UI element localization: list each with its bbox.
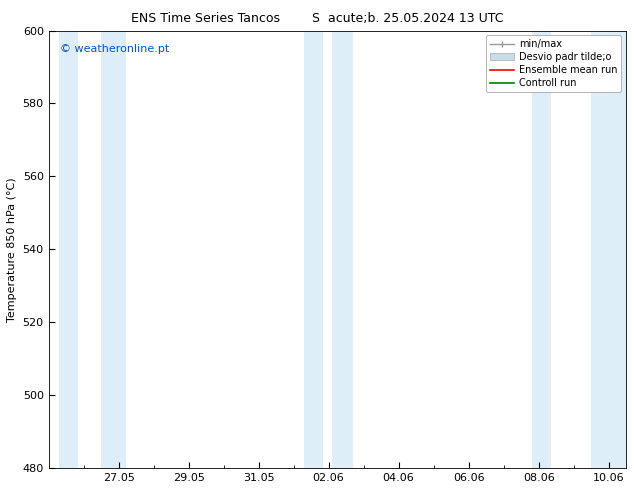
Bar [59, 30, 79, 468]
Bar [332, 30, 353, 468]
Bar [304, 30, 323, 468]
Text: © weatheronline.pt: © weatheronline.pt [60, 44, 169, 54]
Bar [532, 30, 551, 468]
Bar [101, 30, 126, 468]
Bar [591, 30, 626, 468]
Y-axis label: Temperature 850 hPa (°C): Temperature 850 hPa (°C) [7, 177, 17, 321]
Legend: min/max, Desvio padr tilde;o, Ensemble mean run, Controll run: min/max, Desvio padr tilde;o, Ensemble m… [486, 35, 621, 92]
Text: ENS Time Series Tancos        S  acute;b. 25.05.2024 13 UTC: ENS Time Series Tancos S acute;b. 25.05.… [131, 12, 503, 25]
